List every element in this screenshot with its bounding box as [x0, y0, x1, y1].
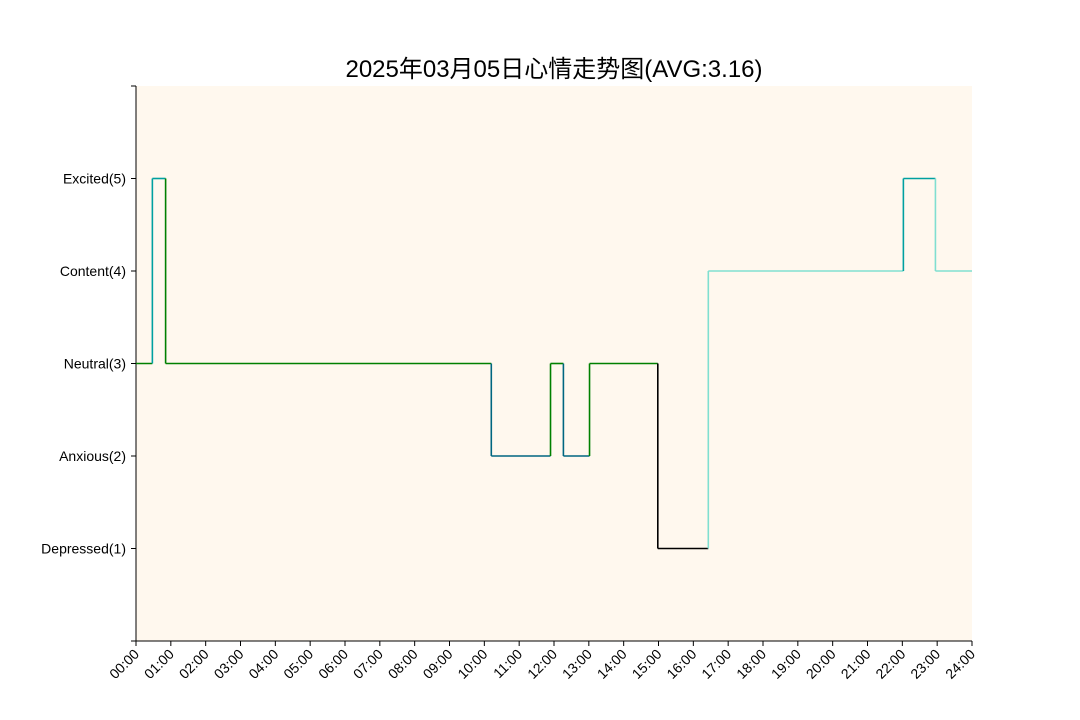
x-tick-label: 04:00: [245, 646, 281, 682]
x-tick-label: 08:00: [385, 646, 421, 682]
y-tick-label: Content(4): [60, 263, 126, 279]
x-tick-label: 07:00: [350, 646, 386, 682]
x-tick-label: 14:00: [594, 646, 630, 682]
x-tick-label: 24:00: [942, 646, 978, 682]
y-tick-label: Excited(5): [63, 171, 126, 187]
x-tick-label: 03:00: [211, 646, 247, 682]
x-tick-label: 10:00: [454, 646, 490, 682]
chart-title: 2025年03月05日心情走势图(AVG:3.16): [345, 56, 762, 83]
x-tick-label: 16:00: [663, 646, 699, 682]
x-tick-label: 17:00: [698, 646, 734, 682]
y-tick-label: Depressed(1): [41, 541, 126, 557]
y-ticks: Depressed(1) Anxious(2) Neutral(3) Content(…: [41, 85, 136, 642]
mood-series: [136, 177, 972, 550]
x-tick-label: 13:00: [559, 646, 595, 682]
x-ticks: 00:0001:0002:0003:0004:0005:0006:0007:00…: [106, 641, 978, 682]
x-tick-label: 02:00: [176, 646, 212, 682]
y-tick-label: Neutral(3): [64, 356, 126, 372]
x-tick-label: 20:00: [803, 646, 839, 682]
x-tick-label: 12:00: [524, 646, 560, 682]
x-tick-label: 19:00: [768, 646, 804, 682]
x-tick-label: 06:00: [315, 646, 351, 682]
x-tick-label: 09:00: [420, 646, 456, 682]
x-tick-label: 22:00: [872, 646, 908, 682]
x-tick-label: 18:00: [733, 646, 769, 682]
x-tick-label: 05:00: [280, 646, 316, 682]
x-tick-label: 01:00: [141, 646, 177, 682]
x-tick-label: 00:00: [106, 646, 142, 682]
x-tick-label: 15:00: [629, 646, 665, 682]
x-tick-label: 21:00: [838, 646, 874, 682]
x-tick-label: 23:00: [907, 646, 943, 682]
x-tick-label: 11:00: [490, 646, 526, 682]
y-tick-label: Anxious(2): [59, 448, 126, 464]
